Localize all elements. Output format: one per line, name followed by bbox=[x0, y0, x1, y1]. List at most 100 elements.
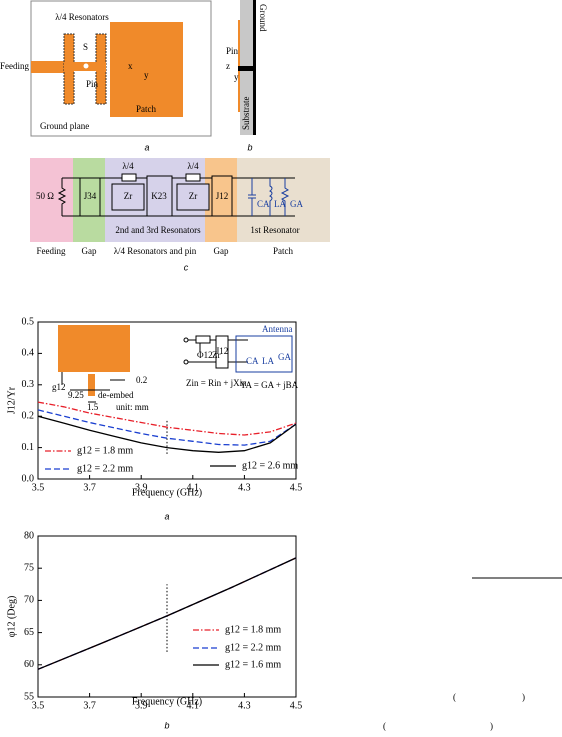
caption: b bbox=[164, 720, 169, 730]
x-tick-label: 3.5 bbox=[32, 700, 45, 711]
series-line bbox=[37, 557, 297, 670]
inset-feed bbox=[88, 374, 95, 396]
y-tick-label: 0.0 bbox=[22, 473, 35, 484]
caption: b bbox=[247, 142, 252, 152]
line-stub bbox=[185, 173, 201, 182]
pin bbox=[238, 66, 256, 71]
y-tick-label: 0.5 bbox=[22, 316, 35, 327]
series-line bbox=[37, 415, 297, 453]
inset-label: CA bbox=[246, 356, 259, 366]
x-tick-label: 4.1 bbox=[187, 700, 200, 711]
patch bbox=[110, 22, 183, 117]
legend-label: g12 = 1.6 mm bbox=[225, 659, 281, 670]
inset-antenna-box bbox=[235, 335, 293, 373]
x-tick-label: 4.5 bbox=[290, 700, 303, 711]
plot-frame bbox=[37, 321, 297, 480]
label: y bbox=[144, 70, 149, 80]
label: Pin bbox=[86, 79, 99, 89]
y-tick-label: 60 bbox=[24, 659, 34, 670]
legend-label: g12 = 2.2 mm bbox=[77, 463, 133, 474]
y-tick-label: 75 bbox=[24, 562, 34, 573]
label: λ/4 Resonators bbox=[55, 12, 109, 22]
section-label: Feeding bbox=[37, 246, 66, 256]
x-tick-label: 3.7 bbox=[83, 482, 96, 493]
label: CA bbox=[257, 199, 270, 209]
inset-label: Zin = Rin + jXin bbox=[186, 378, 247, 388]
inset-label: Zr bbox=[212, 350, 221, 360]
fragment: ) bbox=[522, 692, 525, 702]
inset-port bbox=[183, 359, 189, 365]
label: Patch bbox=[136, 104, 156, 114]
y-tick-label: 0.4 bbox=[22, 348, 35, 359]
y-tick-label: 0.3 bbox=[22, 379, 35, 390]
x-tick-label: 3.9 bbox=[135, 482, 148, 493]
caption: a bbox=[164, 511, 169, 521]
label: Feeding bbox=[0, 61, 29, 71]
label: 2nd and 3rd Resonators bbox=[115, 225, 201, 235]
section-label: Patch bbox=[273, 246, 293, 256]
label: x bbox=[128, 61, 133, 71]
inset-inverter bbox=[215, 335, 229, 369]
series-line bbox=[37, 409, 297, 446]
label: J12 bbox=[216, 191, 229, 201]
y-tick-label: 70 bbox=[24, 595, 34, 606]
pin bbox=[83, 63, 89, 69]
y-tick-label: 0.2 bbox=[22, 410, 35, 421]
label: S bbox=[83, 42, 88, 52]
plot-frame bbox=[37, 535, 297, 698]
label: Zr bbox=[124, 191, 133, 201]
inset-label: 1.5 bbox=[87, 402, 99, 412]
label: λ/4 bbox=[122, 161, 134, 171]
inset-label: unit: mm bbox=[116, 402, 149, 412]
inverter bbox=[211, 175, 233, 217]
caption: c bbox=[184, 262, 189, 272]
label: Zr bbox=[189, 191, 198, 201]
caption: a bbox=[144, 142, 149, 152]
wire bbox=[248, 178, 290, 216]
label: Ground plane bbox=[40, 121, 89, 131]
label: GA bbox=[290, 199, 303, 209]
feed-line bbox=[31, 61, 66, 73]
inset-label: Antenna bbox=[262, 324, 293, 334]
label: J34 bbox=[84, 191, 97, 201]
x-tick-label: 4.3 bbox=[238, 700, 251, 711]
fragment: ( bbox=[453, 692, 456, 702]
section-label: Gap bbox=[214, 246, 229, 256]
inset-label: Φ12 bbox=[197, 350, 213, 360]
x-tick-label: 3.9 bbox=[135, 700, 148, 711]
line-block bbox=[111, 183, 145, 211]
y-tick-label: 55 bbox=[24, 691, 34, 702]
label: Ground bbox=[258, 4, 268, 32]
x-tick-label: 4.3 bbox=[238, 482, 251, 493]
series-line bbox=[37, 401, 297, 436]
x-tick-label: 4.1 bbox=[187, 482, 200, 493]
legend-label: g12 = 1.8 mm bbox=[77, 445, 133, 456]
y-tick-label: 65 bbox=[24, 627, 34, 638]
y-tick-label: 0.1 bbox=[22, 442, 35, 453]
y-axis-label: φ12 (Deg) bbox=[6, 596, 17, 638]
x-axis-label: Frequency (GHz) bbox=[132, 696, 202, 707]
y-axis-label: J12/Yr bbox=[6, 386, 17, 414]
label: K23 bbox=[151, 191, 167, 201]
label: Substrate bbox=[241, 96, 251, 130]
label: z bbox=[226, 61, 230, 71]
legend-label: g12 = 1.8 mm bbox=[225, 624, 281, 635]
label: λ/4 bbox=[187, 161, 199, 171]
legend-label: g12 = 2.6 mm bbox=[242, 460, 298, 471]
inset-label: g12 bbox=[52, 382, 66, 392]
x-tick-label: 3.7 bbox=[83, 700, 96, 711]
x-tick-label: 3.5 bbox=[32, 482, 45, 493]
inset-line bbox=[195, 335, 211, 344]
inset-label: 0.2 bbox=[136, 375, 147, 385]
dimension-line bbox=[61, 372, 125, 403]
inset-port bbox=[183, 337, 189, 343]
line-stub bbox=[121, 173, 137, 182]
label: y bbox=[234, 72, 239, 82]
label: 50 Ω bbox=[36, 191, 54, 201]
inset-label: GA bbox=[278, 352, 291, 362]
inset-patch bbox=[58, 325, 130, 372]
label: Pin bbox=[226, 46, 239, 56]
y-tick-label: 80 bbox=[24, 530, 34, 541]
